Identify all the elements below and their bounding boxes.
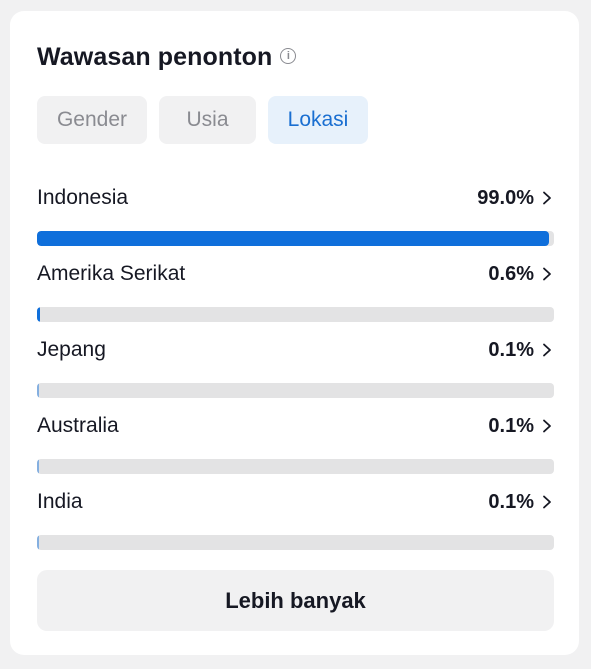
chevron-right-icon <box>543 495 551 509</box>
location-label: Jepang <box>37 338 106 361</box>
location-row[interactable]: Jepang 0.1% <box>37 335 554 411</box>
progress-track <box>37 459 554 474</box>
chevron-right-icon <box>543 191 551 205</box>
chevron-right-icon <box>543 343 551 357</box>
location-percent: 0.6% <box>488 262 534 285</box>
tab-gender[interactable]: Gender <box>37 96 147 144</box>
location-label: Amerika Serikat <box>37 262 186 285</box>
tab-usia[interactable]: Usia <box>159 96 256 144</box>
progress-fill <box>37 383 39 398</box>
location-percent: 0.1% <box>488 338 534 361</box>
chevron-right-icon <box>543 267 551 281</box>
location-row[interactable]: Amerika Serikat 0.6% <box>37 259 554 335</box>
progress-track <box>37 307 554 322</box>
tab-bar: Gender Usia Lokasi <box>37 96 368 144</box>
location-label: India <box>37 490 83 513</box>
show-more-button[interactable]: Lebih banyak <box>37 570 554 631</box>
location-label: Indonesia <box>37 186 129 209</box>
progress-fill <box>37 231 549 246</box>
progress-fill <box>37 535 39 550</box>
location-list: Indonesia 99.0% Amerika Serikat 0.6% Jep… <box>37 183 554 563</box>
chevron-right-icon <box>543 419 551 433</box>
info-icon[interactable]: i <box>280 47 297 64</box>
location-row[interactable]: Australia 0.1% <box>37 411 554 487</box>
progress-fill <box>37 459 39 474</box>
card-title: Wawasan penonton <box>37 43 273 71</box>
progress-track <box>37 383 554 398</box>
progress-track <box>37 535 554 550</box>
location-row[interactable]: India 0.1% <box>37 487 554 563</box>
progress-track <box>37 231 554 246</box>
tab-lokasi[interactable]: Lokasi <box>268 96 368 144</box>
audience-insights-card: Wawasan penonton i Gender Usia Lokasi In… <box>10 11 579 655</box>
location-percent: 0.1% <box>488 490 534 513</box>
card-header: Wawasan penonton i <box>37 43 297 72</box>
location-label: Australia <box>37 414 119 437</box>
location-percent: 99.0% <box>477 186 534 209</box>
location-percent: 0.1% <box>488 414 534 437</box>
progress-fill <box>37 307 40 322</box>
location-row[interactable]: Indonesia 99.0% <box>37 183 554 259</box>
